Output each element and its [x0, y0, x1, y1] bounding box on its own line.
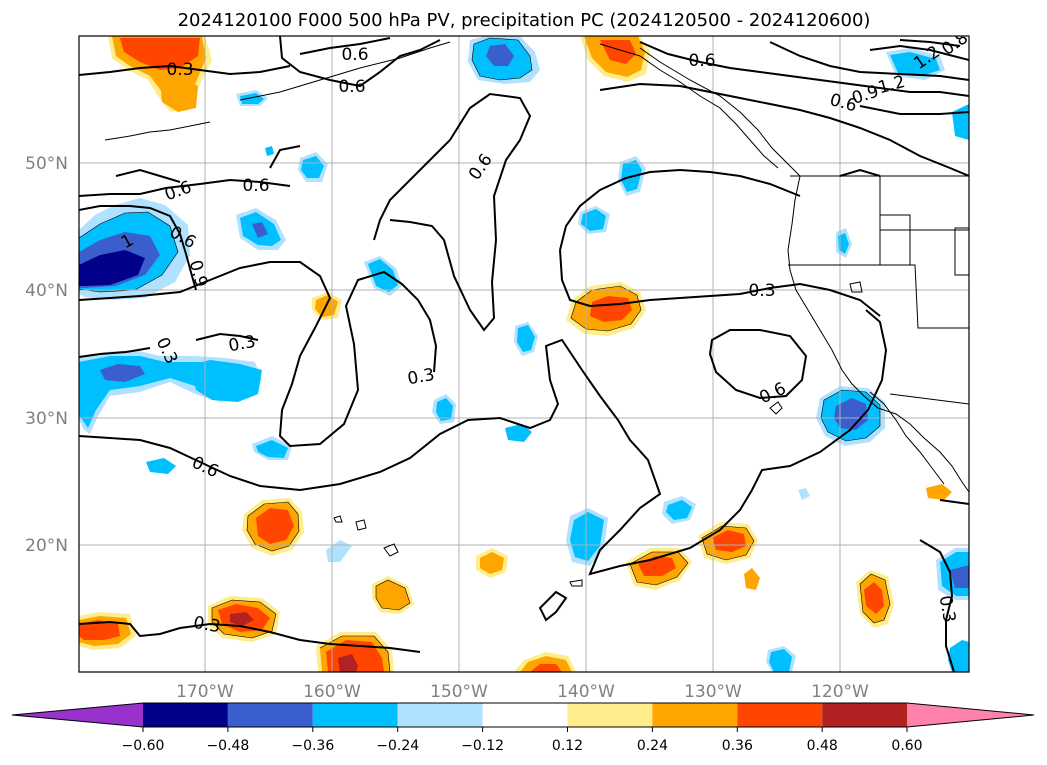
latitude-labels: 50°N 40°N 30°N 20°N [25, 154, 68, 556]
precip-positive-blob-small [160, 76, 952, 614]
precip-negative-blob [816, 386, 885, 446]
colorbar-extend-high [907, 703, 1034, 727]
lat-label: 50°N [25, 154, 68, 174]
coastlines [104, 41, 969, 587]
lon-label: 170°W [176, 682, 234, 702]
lat-label: 30°N [25, 409, 68, 429]
contour-label: 0.6 [341, 45, 368, 65]
colorbar-segment [227, 703, 313, 727]
lon-label: 160°W [303, 682, 361, 702]
lon-label: 130°W [684, 682, 742, 702]
lon-label: 150°W [430, 682, 488, 702]
precip-positive-blob [316, 632, 394, 672]
colorbar-segment [567, 703, 653, 727]
contour-label: 0.3 [227, 332, 257, 356]
colorbar-segment [737, 703, 823, 727]
precip-negative-blob [468, 36, 540, 84]
precip-negative-blob [236, 208, 286, 250]
colorbar-tick-label: −0.48 [206, 738, 249, 754]
precip-positive-blob [856, 570, 894, 628]
precip-positive-blob [580, 36, 650, 82]
lat-label: 40°N [25, 281, 68, 301]
contour-label: 0.3 [192, 613, 222, 637]
pv-contours [79, 36, 969, 672]
colorbar: −0.60 −0.48 −0.36 −0.24 −0.12 0.12 0.24 … [11, 702, 1035, 754]
precip-negative-blob-small [146, 48, 969, 672]
colorbar-tick-label: −0.24 [376, 738, 419, 754]
precip-positive-blob [79, 612, 136, 650]
precip-positive-blob [242, 498, 304, 556]
contour-label: 0.6 [338, 77, 365, 97]
lat-label: 20°N [25, 536, 68, 556]
colorbar-tick-label: 0.12 [552, 738, 583, 754]
colorbar-tick-label: 0.36 [722, 738, 753, 754]
lon-label: 140°W [557, 682, 615, 702]
contour-label: 0.3 [748, 281, 775, 301]
map-frame [78, 35, 970, 673]
colorbar-tick-label: −0.60 [122, 738, 165, 754]
map-panel: 0.3 0.6 0.6 0.6 0.9 1.2 1.2 0.8 0.6 0.6 … [25, 35, 970, 702]
contour-label: 0.3 [935, 594, 959, 624]
colorbar-ticks [142, 727, 908, 732]
colorbar-segment [143, 703, 228, 727]
colorbar-segment [652, 703, 738, 727]
colorbar-segment [482, 703, 568, 727]
colorbar-segment [397, 703, 483, 727]
contour-label: 0.6 [242, 176, 269, 196]
contour-label: 0.6 [688, 51, 715, 71]
contour-label: 0.3 [406, 365, 436, 389]
precip-anomaly-layer [79, 36, 969, 672]
lon-label: 120°W [811, 682, 869, 702]
colorbar-segment [312, 703, 398, 727]
figure-title: 2024120100 F000 500 hPa PV, precipitatio… [178, 10, 871, 31]
longitude-labels: 170°W 160°W 150°W 140°W 130°W 120°W [176, 682, 869, 702]
anomaly-edges [79, 37, 891, 672]
colorbar-tick-label: −0.36 [291, 738, 334, 754]
contour-label: 0.3 [166, 60, 193, 80]
colorbar-tick-label: −0.12 [461, 738, 504, 754]
colorbar-extend-low [12, 703, 143, 727]
colorbar-segment [822, 703, 908, 727]
colorbar-tick-label: 0.60 [891, 738, 922, 754]
precip-positive-blob [514, 652, 576, 672]
colorbar-tick-label: 0.24 [637, 738, 668, 754]
graticule [79, 36, 969, 672]
colorbar-tick-label: 0.48 [807, 738, 838, 754]
